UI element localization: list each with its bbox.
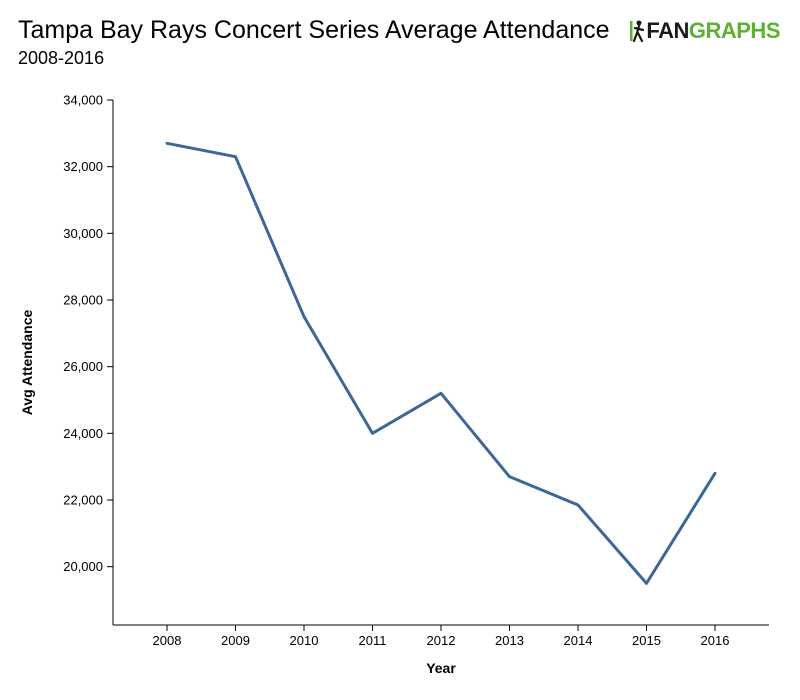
x-tick-label: 2009 — [221, 633, 250, 648]
x-tick-label: 2016 — [701, 633, 730, 648]
x-tick-label: 2013 — [495, 633, 524, 648]
y-tick-label: 28,000 — [63, 293, 103, 308]
y-tick-label: 30,000 — [63, 226, 103, 241]
y-axis-title: Avg Attendance — [19, 310, 35, 416]
y-tick-label: 26,000 — [63, 359, 103, 374]
y-tick-label: 24,000 — [63, 426, 103, 441]
fangraphs-logo-icon — [630, 20, 645, 43]
logo-graphs-text: GRAPHS — [688, 18, 781, 43]
series-line — [165, 141, 717, 585]
x-tick-label: 2012 — [427, 633, 456, 648]
x-tick-label: 2015 — [632, 633, 661, 648]
x-tick-label: 2011 — [359, 633, 387, 648]
logo-fan-text: FAN — [646, 18, 689, 43]
chart-series — [165, 141, 717, 585]
fangraphs-logo: FAN GRAPHS — [630, 18, 781, 44]
x-axis-title: Year — [426, 660, 456, 676]
chart-subtitle: 2008-2016 — [18, 48, 105, 68]
y-tick-label: 20,000 — [63, 559, 103, 574]
chart-title: Tampa Bay Rays Concert Series Average At… — [18, 16, 610, 44]
x-tick-label: 2008 — [153, 633, 182, 648]
y-axis-ticks: 20,000 22,000 24,000 26,000 28,000 30,000 32,0… — [63, 93, 113, 574]
x-tick-label: 2010 — [290, 633, 319, 648]
y-tick-label: 32,000 — [63, 159, 103, 174]
x-tick-label: 2014 — [564, 633, 593, 648]
y-tick-label: 34,000 — [63, 93, 103, 108]
x-axis-ticks: 2008 2009 2010 2011 2012 2013 2014 2015 2016 — [153, 625, 730, 648]
y-tick-label: 22,000 — [63, 493, 103, 508]
